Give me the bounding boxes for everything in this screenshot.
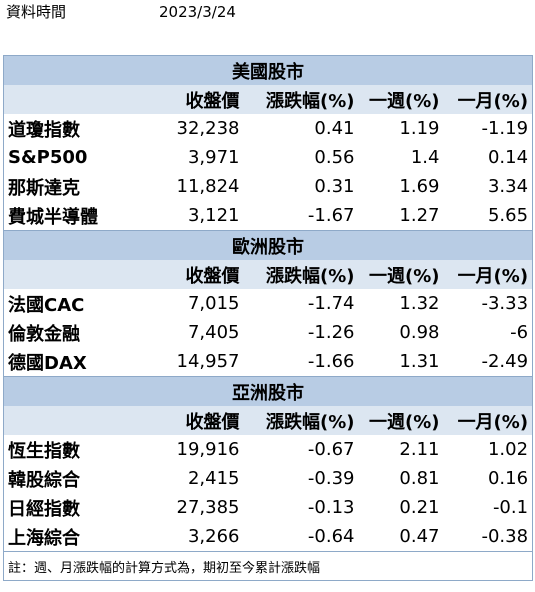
section-title: 歐洲股市 — [3, 230, 533, 260]
value-cell: 0.14 — [487, 147, 529, 168]
value-cell: 0.47 — [399, 526, 440, 547]
column-header: 收盤價 — [143, 85, 244, 114]
date-label: 資料時間 — [6, 3, 67, 21]
value-cell: -0.67 — [307, 439, 355, 460]
value-cell: 32,238 — [176, 118, 240, 139]
value-cell: 19,916 — [176, 439, 240, 460]
index-name: 費城半導體 — [8, 206, 98, 228]
column-header: 漲跌幅(%) — [243, 85, 359, 114]
column-header: 一週(%) — [358, 260, 444, 289]
value-cell: -1.19 — [481, 118, 529, 139]
blank-cell — [3, 260, 144, 289]
data-row: 德國DAX 14,957 -1.66 1.31 -2.49 — [4, 347, 533, 377]
index-name: 德國DAX — [8, 352, 87, 374]
value-cell: -0.39 — [307, 468, 355, 489]
value-cell: -3.33 — [481, 293, 529, 314]
value-cell: 1.31 — [399, 351, 440, 372]
value-cell: 0.21 — [399, 497, 440, 518]
index-name: 道瓊指數 — [8, 119, 80, 141]
column-header: 一週(%) — [358, 406, 444, 435]
value-cell: 3,971 — [187, 147, 240, 168]
date-value: 2023/3/24 — [159, 3, 236, 21]
value-cell: 1.27 — [399, 205, 440, 226]
value-cell: -2.49 — [481, 351, 529, 372]
value-cell: 7,405 — [187, 322, 240, 343]
value-cell: -1.66 — [307, 351, 355, 372]
column-header: 收盤價 — [143, 260, 244, 289]
value-cell: -0.13 — [307, 497, 355, 518]
data-row: 恆生指數 19,916 -0.67 2.11 1.02 — [4, 435, 533, 464]
value-cell: 2,415 — [187, 468, 240, 489]
column-header: 漲跌幅(%) — [243, 406, 359, 435]
column-header-row: 收盤價 漲跌幅(%) 一週(%) 一月(%) — [3, 85, 533, 114]
index-name: 法國CAC — [8, 294, 85, 316]
value-cell: 0.41 — [314, 118, 355, 139]
data-row: S&P500 3,971 0.56 1.4 0.14 — [4, 143, 533, 172]
data-row: 那斯達克 11,824 0.31 1.69 3.34 — [4, 172, 533, 201]
value-cell: 3,266 — [187, 526, 240, 547]
data-row: 日經指數 27,385 -0.13 0.21 -0.1 — [4, 493, 533, 522]
blank-cell — [3, 85, 144, 114]
value-cell: 1.32 — [399, 293, 440, 314]
value-cell: 7,015 — [187, 293, 240, 314]
value-cell: -0.1 — [492, 497, 529, 518]
column-header: 一月(%) — [443, 260, 533, 289]
column-header: 一月(%) — [443, 406, 533, 435]
data-row: 法國CAC 7,015 -1.74 1.32 -3.33 — [4, 289, 533, 318]
value-cell: -6 — [510, 322, 529, 343]
value-cell: 0.16 — [487, 468, 529, 489]
section-row: 美國股市 — [3, 55, 533, 85]
value-cell: 1.69 — [399, 176, 440, 197]
section-row: 歐洲股市 — [3, 230, 533, 260]
value-cell: -1.67 — [307, 205, 355, 226]
value-cell: 1.4 — [410, 147, 440, 168]
section-row: 亞洲股市 — [3, 376, 533, 406]
note: 註：週、月漲跌幅的計算方式為，期初至今累計漲跌幅 — [3, 551, 533, 581]
data-row: 倫敦金融 7,405 -1.26 0.98 -6 — [4, 318, 533, 347]
value-cell: 3.34 — [487, 176, 529, 197]
value-cell: -0.64 — [307, 526, 355, 547]
value-cell: 11,824 — [176, 176, 240, 197]
value-cell: -0.38 — [481, 526, 529, 547]
value-cell: 14,957 — [176, 351, 240, 372]
index-name: 日經指數 — [8, 498, 80, 520]
value-cell: 1.19 — [399, 118, 440, 139]
index-name: 恆生指數 — [8, 440, 80, 462]
column-header-row: 收盤價 漲跌幅(%) 一週(%) 一月(%) — [3, 260, 533, 289]
section-title: 美國股市 — [3, 55, 533, 85]
value-cell: 1.02 — [487, 439, 529, 460]
section-title: 亞洲股市 — [3, 376, 533, 406]
value-cell: 0.81 — [399, 468, 440, 489]
market-table: 美國股市 收盤價 漲跌幅(%) 一週(%) 一月(%) 道瓊指數 32,238 0.41 1.1… — [3, 55, 534, 581]
column-header: 一週(%) — [358, 85, 444, 114]
index-name: 韓股綜合 — [8, 469, 80, 491]
value-cell: -1.74 — [307, 293, 355, 314]
data-row: 韓股綜合 2,415 -0.39 0.81 0.16 — [4, 464, 533, 493]
data-row: 道瓊指數 32,238 0.41 1.19 -1.19 — [4, 114, 533, 143]
column-header-row: 收盤價 漲跌幅(%) 一週(%) 一月(%) — [3, 406, 533, 435]
data-row: 上海綜合 3,266 -0.64 0.47 -0.38 — [4, 522, 533, 552]
column-header: 漲跌幅(%) — [243, 260, 359, 289]
column-header: 一月(%) — [443, 85, 533, 114]
value-cell: 0.31 — [314, 176, 355, 197]
index-name: 上海綜合 — [8, 527, 80, 549]
value-cell: 0.56 — [314, 147, 355, 168]
index-name: 那斯達克 — [8, 177, 80, 199]
blank-cell — [3, 406, 144, 435]
index-name: S&P500 — [8, 147, 88, 168]
note-row: 註：週、月漲跌幅的計算方式為，期初至今累計漲跌幅 — [3, 551, 533, 581]
value-cell: -1.26 — [307, 322, 355, 343]
value-cell: 2.11 — [399, 439, 440, 460]
data-row: 費城半導體 3,121 -1.67 1.27 5.65 — [4, 201, 533, 231]
value-cell: 3,121 — [187, 205, 240, 226]
column-header: 收盤價 — [143, 406, 244, 435]
value-cell: 0.98 — [399, 322, 440, 343]
value-cell: 27,385 — [176, 497, 240, 518]
value-cell: 5.65 — [487, 205, 529, 226]
index-name: 倫敦金融 — [8, 323, 80, 345]
